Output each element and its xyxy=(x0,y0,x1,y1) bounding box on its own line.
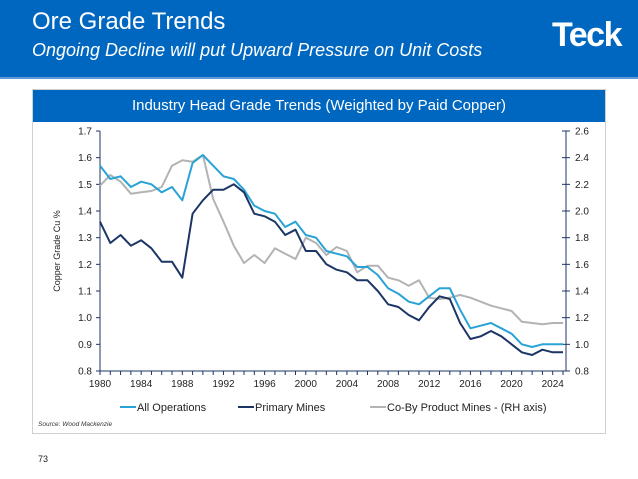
y-tick-label-right: 1.4 xyxy=(575,287,589,298)
series-line-primary-mines xyxy=(99,183,563,356)
header-bar: Ore Grade Trends Ongoing Decline will pu… xyxy=(0,0,638,79)
y-tick-label-right: 2.6 xyxy=(575,127,589,138)
y-tick-label-left: 1.5 xyxy=(78,180,92,191)
y-tick-label-left: 1.6 xyxy=(78,153,92,164)
source-note: Source: Wood Mackenzie xyxy=(38,421,113,428)
legend-label: All Operations xyxy=(137,402,207,414)
chart-title: Industry Head Grade Trends (Weighted by … xyxy=(33,90,605,122)
x-tick-label: 2024 xyxy=(542,379,565,390)
legend: All Operations Primary Mines Co-By Product… xyxy=(120,402,547,414)
y-tick-label-left: 1.4 xyxy=(78,207,92,218)
series-line-co-by-product-mines-rh-axis xyxy=(99,154,563,326)
legend-label: Co-By Product Mines - (RH axis) xyxy=(387,402,547,414)
y-tick-label-right: 2.2 xyxy=(575,180,589,191)
y-tick-label-left: 1.3 xyxy=(78,233,92,244)
x-tick-label: 1988 xyxy=(171,379,194,390)
legend-label: Primary Mines xyxy=(255,402,326,414)
y-tick-label-right: 2.4 xyxy=(575,153,589,164)
x-tick-label: 2016 xyxy=(459,379,482,390)
page-title: Ore Grade Trends xyxy=(32,8,226,35)
x-tick-label: 1992 xyxy=(212,379,235,390)
x-tick-label: 1984 xyxy=(130,379,153,390)
x-tick-label: 1980 xyxy=(89,379,112,390)
y-axis-title: Copper Grade Cu % xyxy=(52,210,62,292)
y-tick-label-left: 1.0 xyxy=(78,313,92,324)
y-tick-label-left: 1.1 xyxy=(78,287,92,298)
x-tick-label: 2020 xyxy=(500,379,523,390)
y-tick-label-left: 0.9 xyxy=(78,340,92,351)
x-tick-label: 2012 xyxy=(418,379,441,390)
axes: 0.8 0.9 1.0 1.1 1.2 1.3 1.4 1.5 1.6 1.7 0.8 1.0 1.2 1… xyxy=(52,127,589,391)
y-tick-label-right: 0.8 xyxy=(575,367,589,378)
y-tick-label-left: 1.2 xyxy=(78,260,92,271)
x-tick-label: 2004 xyxy=(336,379,359,390)
teck-logo: Teck xyxy=(552,16,622,54)
y-tick-label-right: 1.8 xyxy=(575,233,589,244)
y-tick-label-right: 1.0 xyxy=(575,340,589,351)
y-tick-label-left: 0.8 xyxy=(78,367,92,378)
series-line-all-operations xyxy=(99,154,563,348)
y-tick-label-right: 2.0 xyxy=(575,207,589,218)
page-number: 73 xyxy=(38,454,49,464)
chart-panel: Industry Head Grade Trends (Weighted by … xyxy=(32,89,606,434)
series-lines xyxy=(99,154,563,356)
y-tick-label-left: 1.7 xyxy=(78,127,92,138)
page-subtitle: Ongoing Decline will put Upward Pressure… xyxy=(32,40,483,60)
y-tick-label-right: 1.2 xyxy=(575,313,589,324)
y-tick-label-right: 1.6 xyxy=(575,260,589,271)
x-tick-label: 2000 xyxy=(295,379,318,390)
x-tick-label: 1996 xyxy=(253,379,276,390)
x-tick-label: 2008 xyxy=(377,379,400,390)
